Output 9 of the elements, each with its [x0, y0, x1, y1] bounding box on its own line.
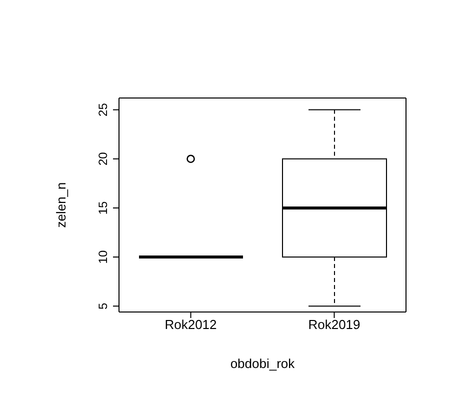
x-axis-title: obdobi_rok	[230, 356, 296, 371]
y-tick-label: 25	[96, 102, 110, 116]
x-tick-label: Rok2012	[164, 317, 217, 332]
y-tick-label: 20	[96, 152, 110, 166]
y-tick-label: 10	[96, 250, 110, 264]
y-tick-label: 15	[96, 200, 110, 215]
y-tick-label: 5	[96, 302, 110, 310]
y-axis-title: zelen_n	[54, 182, 69, 228]
x-tick-label: Rok2019	[308, 317, 360, 332]
